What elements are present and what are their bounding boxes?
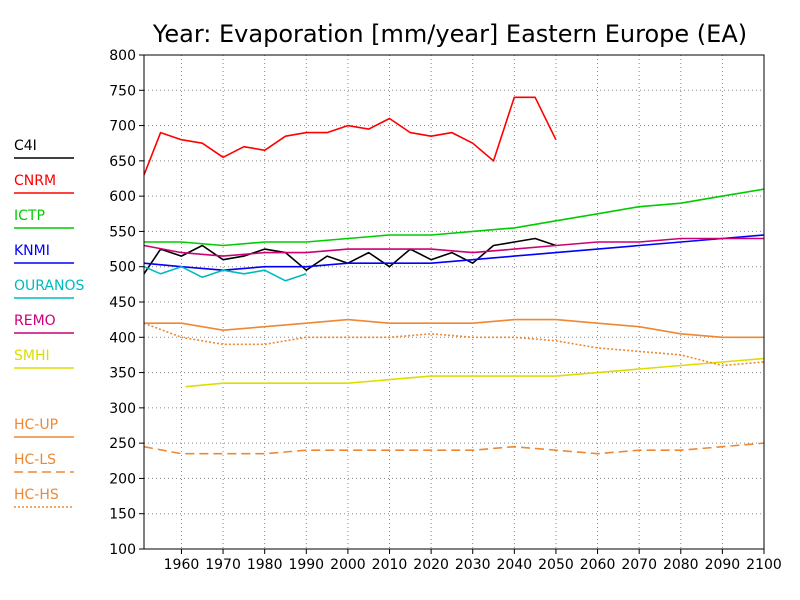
legend-label-ictp: ICTP bbox=[14, 208, 45, 224]
x-tick-label: 2090 bbox=[705, 557, 741, 573]
y-tick-label: 600 bbox=[109, 189, 136, 205]
x-tick-label: 1960 bbox=[164, 557, 200, 573]
y-tick-label: 350 bbox=[109, 366, 136, 382]
series-line-hc-up bbox=[144, 318, 764, 339]
legend-label-smhi: SMHI bbox=[14, 348, 50, 364]
y-tick-label: 100 bbox=[109, 542, 136, 558]
y-tick-label: 400 bbox=[109, 330, 136, 346]
legend-label-c4i: C4I bbox=[14, 138, 37, 154]
series-line-cnrm bbox=[143, 96, 557, 176]
x-tick-label: 2100 bbox=[746, 557, 782, 573]
x-tick-label: 2010 bbox=[372, 557, 408, 573]
x-tick-label: 2070 bbox=[621, 557, 657, 573]
y-tick-label: 200 bbox=[109, 471, 136, 487]
y-tick-label: 750 bbox=[109, 83, 136, 99]
y-tick-label: 450 bbox=[109, 295, 136, 311]
x-tick-label: 2050 bbox=[538, 557, 574, 573]
y-tick-label: 300 bbox=[109, 401, 136, 417]
series-line-ouranos bbox=[143, 265, 307, 282]
series-line-knmi bbox=[143, 234, 765, 272]
x-tick-label: 1990 bbox=[288, 557, 324, 573]
y-tick-label: 500 bbox=[109, 260, 136, 276]
chart-title: Year: Evaporation [mm/year] Eastern Euro… bbox=[152, 20, 747, 48]
series-line-hc-ls bbox=[143, 442, 765, 455]
legend-label-hc-hs: HC-HS bbox=[14, 487, 59, 503]
series-line-ictp bbox=[144, 188, 765, 247]
x-tick-label: 1980 bbox=[247, 557, 283, 573]
x-tick-label: 2040 bbox=[497, 557, 533, 573]
legend: C4I CNRM ICTP KNMI OURANOS REMO SMHI HC-UP HC-LS… bbox=[14, 138, 84, 508]
x-tick-label: 2020 bbox=[413, 557, 449, 573]
legend-label-ouranos: OURANOS bbox=[14, 278, 84, 294]
legend-label-cnrm: CNRM bbox=[14, 173, 56, 189]
y-tick-label: 700 bbox=[109, 119, 136, 135]
x-tick-label: 2030 bbox=[455, 557, 491, 573]
legend-label-hc-up: HC-UP bbox=[14, 417, 58, 433]
y-tick-label: 250 bbox=[109, 436, 136, 452]
x-tick-label: 2080 bbox=[663, 557, 699, 573]
series-layer bbox=[143, 96, 765, 455]
y-axis: 100 150 200 250 300 350 400 450 500 550 600 650 700 7… bbox=[109, 48, 144, 558]
grid-lines bbox=[144, 55, 764, 549]
x-tick-label: 1970 bbox=[205, 557, 241, 573]
x-axis: 1960 1970 1980 1990 2000 2010 2020 2030 2040 2050… bbox=[164, 549, 782, 573]
y-tick-label: 650 bbox=[109, 154, 136, 170]
y-tick-label: 550 bbox=[109, 224, 136, 240]
legend-label-hc-ls: HC-LS bbox=[14, 452, 56, 468]
x-tick-label: 2000 bbox=[330, 557, 366, 573]
legend-label-remo: REMO bbox=[14, 313, 56, 329]
series-line-hc-hs bbox=[143, 322, 765, 367]
x-tick-label: 2060 bbox=[580, 557, 616, 573]
y-tick-label: 800 bbox=[109, 48, 136, 64]
series-line-smhi bbox=[185, 357, 765, 388]
legend-label-knmi: KNMI bbox=[14, 243, 50, 259]
y-tick-label: 150 bbox=[109, 507, 136, 523]
series-line-remo bbox=[143, 237, 764, 257]
